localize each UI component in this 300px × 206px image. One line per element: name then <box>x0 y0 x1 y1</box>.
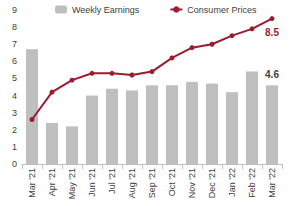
svg-text:Mar '21: Mar '21 <box>27 168 37 198</box>
svg-text:Mar '22: Mar '22 <box>267 168 277 198</box>
svg-text:4.6: 4.6 <box>265 69 279 80</box>
svg-text:Nov '21: Nov '21 <box>187 168 197 198</box>
svg-text:Feb '22: Feb '22 <box>247 168 257 198</box>
svg-text:0: 0 <box>12 159 17 169</box>
svg-text:8: 8 <box>12 22 17 32</box>
svg-text:7: 7 <box>12 39 17 49</box>
svg-text:May '21: May '21 <box>67 168 77 199</box>
svg-text:Aug '21: Aug '21 <box>127 168 137 198</box>
svg-text:1: 1 <box>12 142 17 152</box>
svg-text:Jan '22: Jan '22 <box>227 168 237 197</box>
svg-text:4: 4 <box>12 91 17 101</box>
svg-text:Dec '21: Dec '21 <box>207 168 217 198</box>
svg-text:3: 3 <box>12 108 17 118</box>
svg-text:6: 6 <box>12 56 17 66</box>
svg-text:8.5: 8.5 <box>265 27 279 38</box>
svg-text:2: 2 <box>12 125 17 135</box>
svg-text:5: 5 <box>12 73 17 83</box>
svg-text:Oct '21: Oct '21 <box>167 168 177 196</box>
svg-text:Weekly Earnings: Weekly Earnings <box>72 5 140 15</box>
svg-text:Apr '21: Apr '21 <box>47 168 57 196</box>
svg-text:Jul '21: Jul '21 <box>107 168 117 194</box>
svg-text:Consumer Prices: Consumer Prices <box>187 5 257 15</box>
svg-text:Sep '21: Sep '21 <box>147 168 157 198</box>
svg-text:9: 9 <box>12 5 17 15</box>
svg-text:Jun '21: Jun '21 <box>87 168 97 197</box>
